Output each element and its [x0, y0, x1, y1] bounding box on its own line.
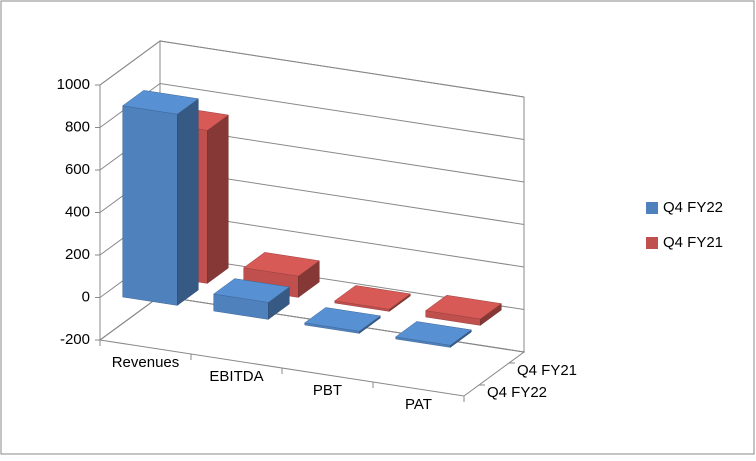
- y-tick-label: 1000: [57, 76, 90, 93]
- bar: [334, 285, 411, 312]
- x-tick-label: EBITDA: [209, 368, 263, 385]
- bar-top: [395, 321, 472, 346]
- legend-swatch: [646, 237, 658, 249]
- y-tick-label: 200: [65, 246, 90, 263]
- x-tick-label: PAT: [405, 396, 432, 413]
- bar-top: [425, 294, 502, 320]
- legend-swatch: [646, 202, 658, 214]
- bar-top: [334, 285, 411, 310]
- bar-side: [207, 114, 229, 284]
- bar: [395, 321, 472, 348]
- bar: [425, 294, 502, 326]
- bar: [304, 307, 381, 334]
- grid-line: [99, 40, 525, 98]
- x-tick-label: PBT: [313, 382, 342, 399]
- grid-line: [99, 82, 525, 140]
- depth-label: Q4 FY22: [487, 384, 547, 401]
- y-tick-label: 0: [82, 288, 90, 305]
- y-tick-label: 600: [65, 161, 90, 178]
- legend-label: Q4 FY21: [663, 234, 723, 251]
- y-tick-label: 800: [65, 118, 90, 135]
- bar-top: [213, 278, 290, 303]
- bar: [122, 90, 199, 306]
- bar-top: [304, 307, 381, 332]
- legend-label: Q4 FY22: [663, 199, 723, 216]
- bar-side: [177, 98, 199, 306]
- y-tick-label: 400: [65, 203, 90, 220]
- bar-front: [122, 105, 178, 306]
- bar-top: [122, 90, 199, 115]
- x-tick-label: Revenues: [112, 354, 180, 371]
- bar-top: [243, 252, 320, 277]
- bar: [213, 278, 290, 320]
- depth-label: Q4 FY21: [517, 362, 577, 379]
- y-tick-label: -200: [60, 331, 90, 348]
